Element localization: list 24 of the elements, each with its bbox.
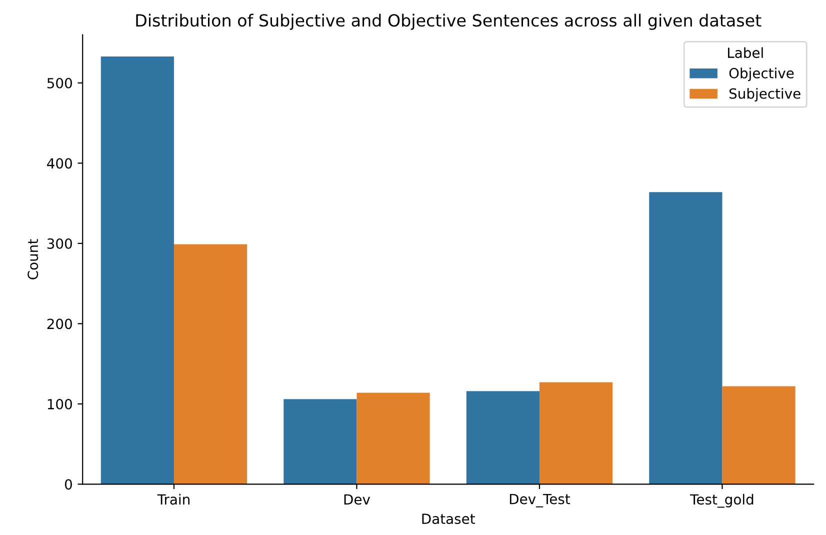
chart-title: Distribution of Subjective and Objective Sentences across all given dataset (136, 14, 762, 30)
legend-label: Subjective (729, 88, 800, 102)
bar (174, 244, 248, 484)
bar (356, 392, 430, 484)
x-tick-label: Dev_Test (510, 494, 570, 508)
y-tick-label: 300 (47, 238, 72, 249)
x-tick-label: Dev (344, 494, 370, 505)
legend-label: Objective (729, 68, 794, 82)
y-tick-label: 100 (48, 398, 72, 410)
y-tick-label: 400 (47, 158, 72, 169)
bar (539, 382, 613, 484)
bar (466, 391, 540, 484)
y-tick-label: 500 (47, 78, 72, 88)
x-tick-label: Train (157, 494, 190, 505)
y-tick-label: 0 (64, 479, 72, 490)
x-axis-title: Dataset (422, 514, 475, 524)
x-tick-label: Test_gold (690, 494, 754, 508)
y-axis-title: Count (28, 239, 38, 280)
bar (284, 399, 357, 484)
bar (100, 56, 174, 484)
y-tick-label: 200 (47, 318, 72, 330)
bar (649, 192, 722, 484)
bar (722, 386, 796, 484)
legend-title: Label (728, 47, 763, 58)
